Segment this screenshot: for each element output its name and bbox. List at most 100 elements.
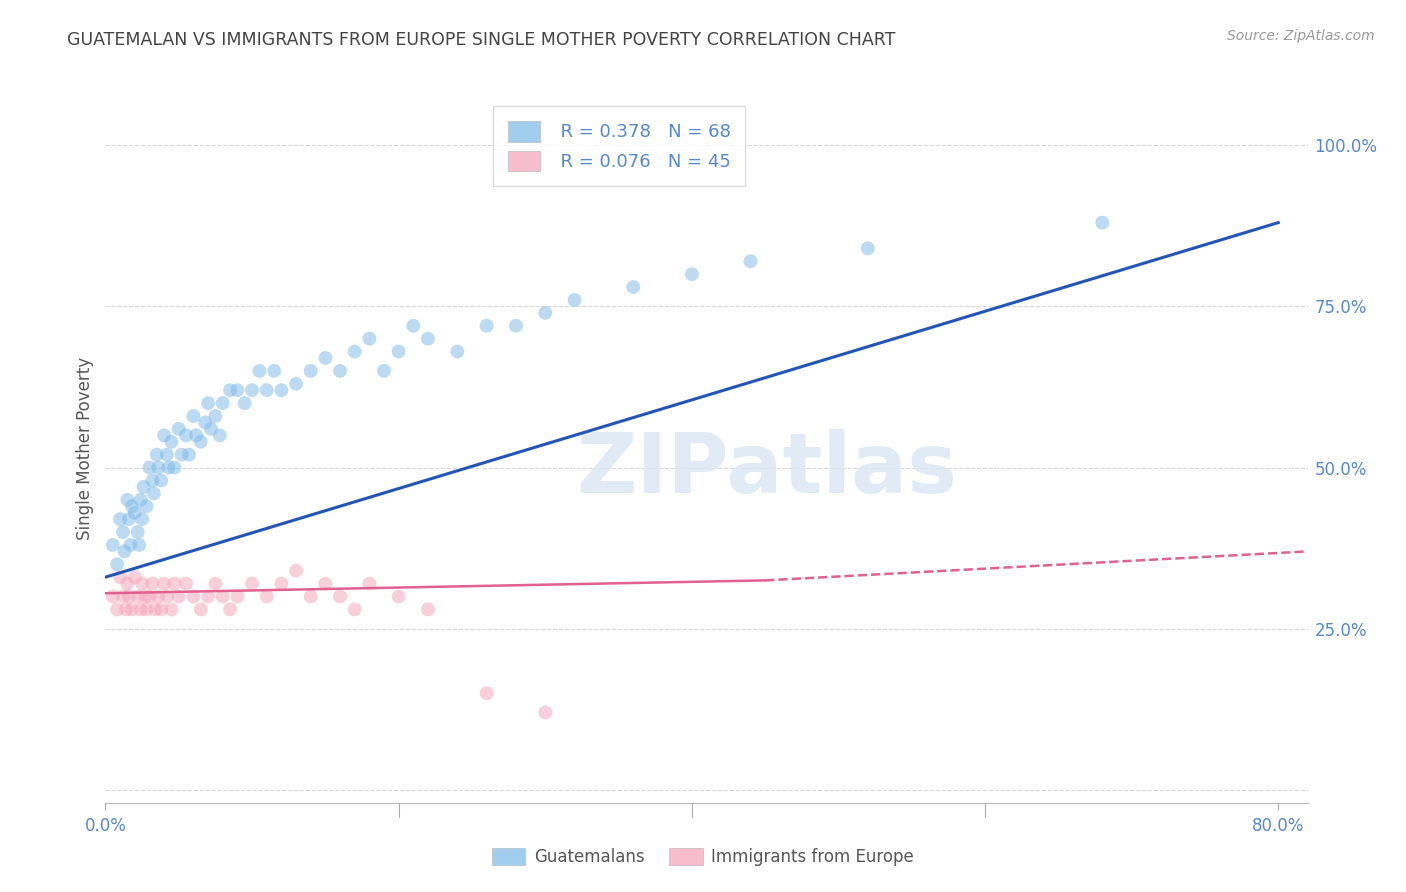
Point — [105, 602, 128, 616]
Point — [127, 524, 149, 539]
Point — [174, 428, 197, 442]
Point — [167, 590, 190, 604]
Point — [190, 434, 212, 449]
Point — [359, 332, 381, 346]
Point — [314, 351, 336, 365]
Point — [314, 576, 336, 591]
Point — [121, 602, 143, 616]
Point — [156, 590, 179, 604]
Legend: Guatemalans, Immigrants from Europe: Guatemalans, Immigrants from Europe — [484, 840, 922, 875]
Point — [416, 602, 439, 616]
Y-axis label: Single Mother Poverty: Single Mother Poverty — [76, 357, 94, 540]
Point — [177, 448, 200, 462]
Point — [141, 576, 163, 591]
Point — [329, 364, 352, 378]
Point — [160, 602, 183, 616]
Point — [163, 576, 186, 591]
Point — [219, 383, 242, 397]
Point — [388, 590, 411, 604]
Point — [329, 590, 352, 604]
Point — [131, 576, 153, 591]
Point — [240, 383, 263, 397]
Point — [112, 524, 135, 539]
Point — [121, 500, 143, 514]
Point — [124, 570, 146, 584]
Point — [204, 576, 226, 591]
Point — [150, 602, 173, 616]
Point — [112, 590, 135, 604]
Text: Source: ZipAtlas.com: Source: ZipAtlas.com — [1227, 29, 1375, 43]
Point — [143, 602, 166, 616]
Point — [343, 602, 366, 616]
Point — [128, 538, 150, 552]
Point — [475, 686, 498, 700]
Point — [129, 492, 152, 507]
Point — [135, 602, 157, 616]
Point — [270, 383, 292, 397]
Point — [117, 492, 139, 507]
Point — [153, 428, 176, 442]
Point — [156, 448, 179, 462]
Point — [343, 344, 366, 359]
Point — [127, 590, 149, 604]
Point — [219, 602, 242, 616]
Point — [108, 512, 131, 526]
Point — [226, 590, 249, 604]
Point — [256, 383, 278, 397]
Point — [204, 409, 226, 423]
Point — [138, 590, 160, 604]
Point — [150, 474, 173, 488]
Point — [120, 538, 142, 552]
Point — [416, 332, 439, 346]
Point — [211, 396, 233, 410]
Point — [174, 576, 197, 591]
Point — [108, 570, 131, 584]
Point — [148, 590, 170, 604]
Point — [129, 602, 152, 616]
Point — [359, 576, 381, 591]
Point — [681, 267, 703, 281]
Point — [183, 590, 205, 604]
Point — [240, 576, 263, 591]
Point — [118, 512, 141, 526]
Point — [115, 602, 138, 616]
Point — [256, 590, 278, 604]
Point — [263, 364, 285, 378]
Point — [135, 500, 157, 514]
Point — [534, 306, 557, 320]
Point — [160, 434, 183, 449]
Point — [208, 428, 231, 442]
Point — [131, 512, 153, 526]
Point — [285, 564, 308, 578]
Point — [1091, 216, 1114, 230]
Point — [105, 558, 128, 572]
Point — [475, 318, 498, 333]
Point — [183, 409, 205, 423]
Point — [233, 396, 256, 410]
Point — [446, 344, 468, 359]
Point — [118, 590, 141, 604]
Point — [117, 576, 139, 591]
Point — [534, 706, 557, 720]
Point — [145, 448, 167, 462]
Point — [211, 590, 233, 604]
Point — [388, 344, 411, 359]
Point — [299, 364, 322, 378]
Point — [856, 241, 879, 255]
Point — [190, 602, 212, 616]
Point — [285, 376, 308, 391]
Point — [124, 506, 146, 520]
Point — [247, 364, 270, 378]
Point — [200, 422, 222, 436]
Point — [170, 448, 193, 462]
Point — [114, 544, 136, 558]
Point — [157, 460, 180, 475]
Point — [134, 590, 156, 604]
Text: GUATEMALAN VS IMMIGRANTS FROM EUROPE SINGLE MOTHER POVERTY CORRELATION CHART: GUATEMALAN VS IMMIGRANTS FROM EUROPE SIN… — [67, 31, 896, 49]
Point — [194, 416, 217, 430]
Point — [505, 318, 527, 333]
Legend:   R = 0.378   N = 68,   R = 0.076   N = 45: R = 0.378 N = 68, R = 0.076 N = 45 — [494, 106, 745, 186]
Point — [163, 460, 186, 475]
Point — [299, 590, 322, 604]
Point — [167, 422, 190, 436]
